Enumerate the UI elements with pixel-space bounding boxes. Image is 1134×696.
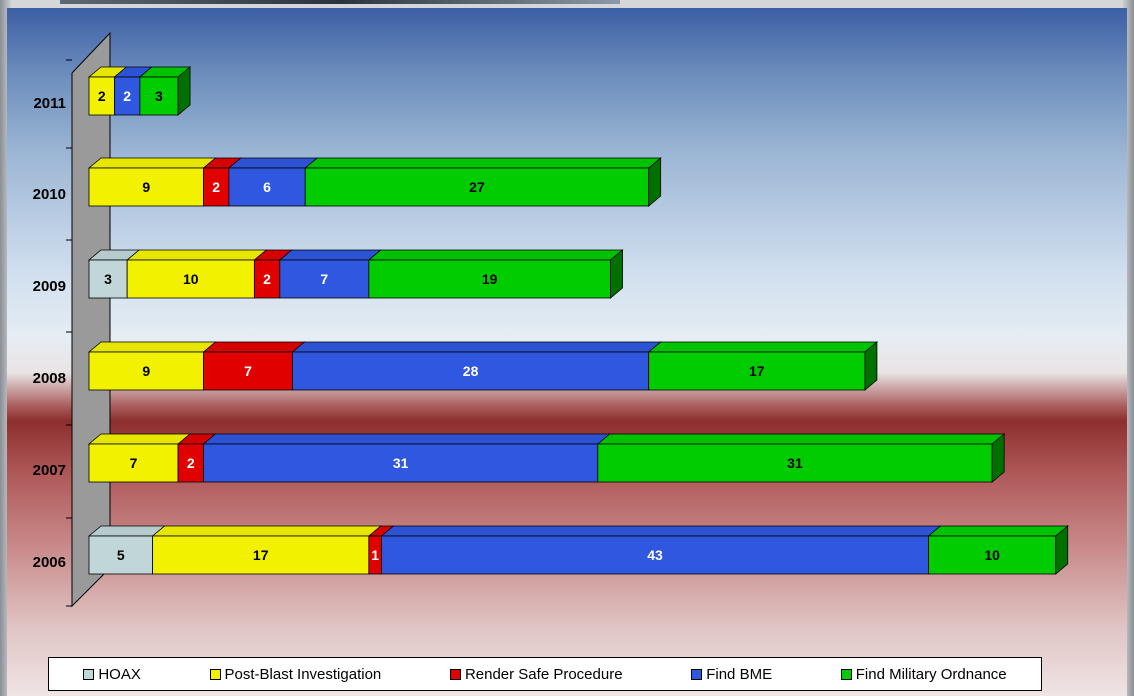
bar-find-military-ordnance-2007	[597, 443, 993, 483]
bar-find-military-ordnance-2008	[648, 351, 866, 391]
data-label-find-military-ordnance-2008: 17	[749, 363, 765, 379]
axis-wall	[71, 31, 111, 608]
data-label-find-bme-2010: 6	[263, 179, 271, 195]
y-tick-label: 2008	[33, 370, 66, 387]
data-label-find-military-ordnance-2007: 31	[787, 455, 803, 471]
data-label-find-military-ordnance-2006: 10	[984, 547, 1000, 563]
bar-render-safe-procedure-2009	[253, 259, 281, 299]
bar-render-safe-procedure-2007	[177, 443, 204, 483]
data-label-post-blast-investigation-2009: 10	[183, 271, 199, 287]
legend-item-find-military-ordnance: Find Military Ordnance	[840, 665, 1007, 683]
y-tick-label: 2009	[33, 278, 66, 295]
data-label-find-bme-2011: 2	[123, 88, 131, 104]
bar-hoax-2006-top	[87, 525, 166, 537]
bar-render-safe-procedure-2010	[203, 167, 230, 207]
bar-find-military-ordnance-2008-side	[864, 341, 878, 391]
bar-post-blast-investigation-2010-top	[87, 157, 217, 169]
legend-label-hoax: HOAX	[98, 665, 141, 683]
bar-post-blast-investigation-2006-top	[151, 525, 382, 537]
bar-post-blast-investigation-2007	[88, 443, 179, 483]
bar-post-blast-investigation-2006	[152, 535, 370, 575]
legend-item-find-bme: Find BME	[691, 666, 772, 683]
data-label-render-safe-procedure-2008: 7	[244, 363, 252, 379]
data-label-find-military-ordnance-2010: 27	[469, 179, 485, 195]
bar-find-military-ordnance-2011-side	[177, 66, 191, 116]
data-label-post-blast-investigation-2006: 17	[253, 547, 269, 563]
data-label-find-bme-2006: 43	[647, 547, 663, 563]
bar-find-military-ordnance-2009-top	[367, 249, 624, 261]
bar-post-blast-investigation-2007-top	[87, 433, 192, 445]
top-frame-strip	[60, 0, 620, 4]
legend-swatch-post-blast	[209, 668, 221, 680]
bar-find-bme-2008-top	[291, 341, 662, 353]
bar-find-bme-2007	[203, 443, 599, 483]
bar-hoax-2009	[88, 259, 128, 299]
data-label-find-bme-2009: 7	[320, 271, 328, 287]
bar-find-bme-2009-top	[278, 249, 382, 261]
bar-find-military-ordnance-2010	[304, 167, 650, 207]
data-label-render-safe-procedure-2010: 2	[212, 179, 220, 195]
bar-find-military-ordnance-2008-top	[647, 341, 879, 353]
y-tick-label: 2011	[33, 95, 66, 112]
data-label-hoax-2006: 5	[117, 547, 125, 563]
data-label-post-blast-investigation-2008: 9	[142, 363, 150, 379]
legend-swatch-hoax	[83, 668, 95, 680]
data-label-post-blast-investigation-2011: 2	[98, 88, 106, 104]
y-tick-label: 2006	[33, 554, 66, 571]
data-label-post-blast-investigation-2007: 7	[130, 455, 138, 471]
legend-swatch-find-bme	[691, 668, 703, 680]
legend-item-post-blast: Post-Blast Investigation	[209, 665, 382, 683]
legend-label-find-bme: Find BME	[706, 665, 773, 683]
bar-post-blast-investigation-2009	[126, 259, 255, 299]
bar-find-bme-2008	[292, 351, 650, 391]
data-label-render-safe-procedure-2007: 2	[187, 455, 195, 471]
bar-find-bme-2010-top	[227, 157, 319, 169]
bar-post-blast-investigation-2008-top	[87, 341, 217, 353]
bar-find-military-ordnance-2006	[928, 535, 1057, 575]
bar-find-bme-2011	[114, 76, 141, 116]
bar-find-bme-2010	[228, 167, 306, 207]
bar-find-military-ordnance-2007-top	[596, 433, 1006, 445]
legend-swatch-find-military-ordnance	[840, 668, 852, 680]
bar-find-military-ordnance-2007-side	[991, 433, 1005, 483]
legend-label-render-safe: Render Safe Procedure	[464, 665, 623, 683]
bar-find-bme-2009	[279, 259, 370, 299]
legend-swatch-render-safe	[449, 668, 461, 680]
data-label-find-bme-2008: 28	[463, 363, 479, 379]
data-label-find-military-ordnance-2011: 3	[155, 88, 163, 104]
bar-find-military-ordnance-2010-top	[304, 157, 662, 169]
legend-item-hoax: HOAX	[83, 666, 141, 683]
bar-post-blast-investigation-2010	[88, 167, 204, 207]
legend-item-render-safe: Render Safe Procedure	[449, 665, 623, 683]
bar-render-safe-procedure-2008-top	[202, 341, 306, 353]
bar-render-safe-procedure-2008	[203, 351, 293, 391]
bar-find-bme-2006-top	[380, 525, 942, 537]
data-label-render-safe-procedure-2009: 2	[263, 271, 271, 287]
bar-post-blast-investigation-2009-top	[126, 249, 268, 261]
y-tick-label: 2007	[33, 462, 66, 479]
data-label-find-military-ordnance-2009: 19	[482, 271, 498, 287]
bar-find-military-ordnance-2009	[368, 259, 611, 299]
bar-post-blast-investigation-2008	[88, 351, 204, 391]
data-label-hoax-2009: 3	[104, 271, 112, 287]
data-label-post-blast-investigation-2010: 9	[142, 179, 150, 195]
y-tick-label: 2010	[33, 186, 66, 203]
bar-find-bme-2007-top	[202, 433, 611, 445]
bar-find-military-ordnance-2009-side	[610, 249, 623, 299]
legend-label-post-blast: Post-Blast Investigation	[224, 665, 382, 683]
data-label-render-safe-procedure-2006: 1	[371, 547, 379, 563]
legend-label-find-military-ordnance: Find Military Ordnance	[855, 665, 1007, 683]
bar-find-military-ordnance-2006-top	[927, 525, 1069, 537]
bar-find-military-ordnance-2006-side	[1055, 525, 1069, 575]
chart-legend: HOAX Post-Blast Investigation Render Saf…	[48, 657, 1042, 691]
data-label-find-bme-2007: 31	[393, 455, 409, 471]
bar-find-military-ordnance-2010-side	[648, 157, 662, 207]
